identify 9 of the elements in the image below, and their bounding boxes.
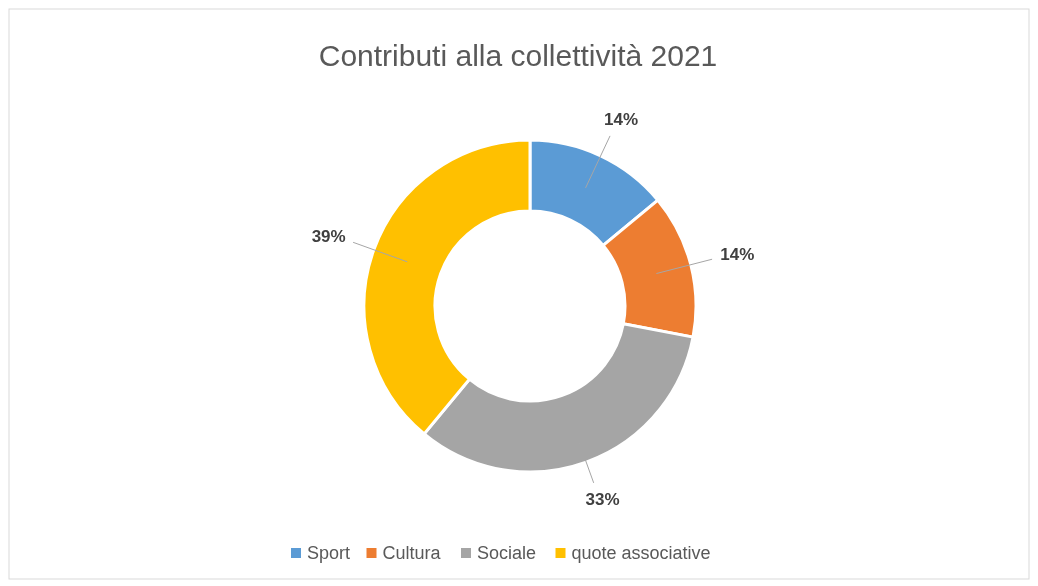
data-label: 33% xyxy=(585,490,620,510)
legend-label: quote associative xyxy=(571,543,711,563)
legend-label: Sport xyxy=(307,543,351,563)
data-label: 14% xyxy=(604,110,639,130)
chart-title: Contributi alla collettività 2021 xyxy=(318,39,718,72)
data-label: 14% xyxy=(720,245,755,265)
legend-label: Cultura xyxy=(382,543,442,563)
data-label: 39% xyxy=(311,226,346,246)
legend-label: Sociale xyxy=(477,543,537,563)
